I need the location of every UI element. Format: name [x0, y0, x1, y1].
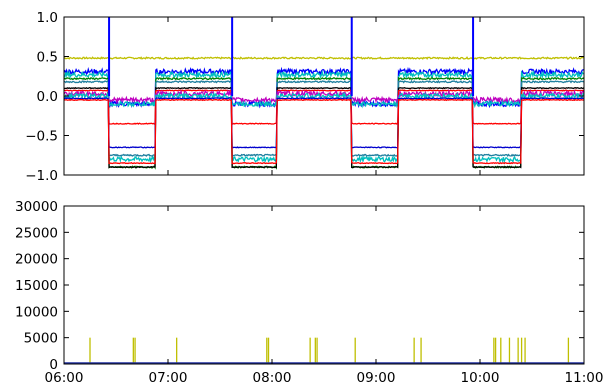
bottom-bars-group	[64, 337, 584, 364]
top-panel: −1.0 −0.5 0.0 0.5 1.0	[25, 10, 585, 184]
bottom-xtick-label-0: 06:00	[45, 370, 84, 386]
bottom-ytick-label-6: 30000	[15, 199, 58, 215]
bottom-xtick-label-3: 09:00	[357, 370, 396, 386]
bottom-ytick-label-0: 0	[49, 357, 58, 373]
bottom-xtick-label-4: 10:00	[461, 370, 500, 386]
series-line-9	[64, 97, 584, 149]
top-ytick-label-0: −1.0	[25, 168, 58, 184]
bottom-ytick-label-1: 5000	[24, 331, 58, 347]
bottom-plot-frame	[63, 205, 585, 365]
top-ytick-label-4: 1.0	[37, 10, 58, 26]
top-axis-ticks: −1.0 −0.5 0.0 0.5 1.0	[25, 10, 585, 184]
bottom-xtick-label-5: 11:00	[565, 370, 604, 386]
bottom-panel: 0 5000 10000 15000 20000 25000 30000 06:00 07:00…	[15, 199, 603, 386]
bottom-ytick-label-4: 20000	[15, 252, 58, 268]
series-line-2	[64, 69, 584, 164]
top-ytick-label-3: 0.5	[37, 50, 58, 66]
bottom-xtick-label-2: 08:00	[253, 370, 292, 386]
bottom-ytick-label-2: 10000	[15, 304, 58, 320]
top-ytick-label-1: −0.5	[25, 129, 58, 145]
bottom-xtick-label-1: 07:00	[149, 370, 188, 386]
top-series-group	[64, 17, 584, 170]
bottom-axis-ticks: 0 5000 10000 15000 20000 25000 30000 06:00 07:00…	[15, 199, 603, 386]
series-line-8	[64, 91, 584, 109]
series-line-10	[64, 98, 584, 165]
top-ytick-label-2: 0.0	[37, 89, 58, 105]
series-line-6	[64, 89, 584, 125]
series-line-5	[64, 86, 584, 169]
bottom-ytick-label-5: 25000	[15, 225, 58, 241]
series-line-0	[64, 56, 584, 60]
series-line-4	[64, 79, 584, 158]
bottom-ytick-label-3: 15000	[15, 278, 58, 294]
